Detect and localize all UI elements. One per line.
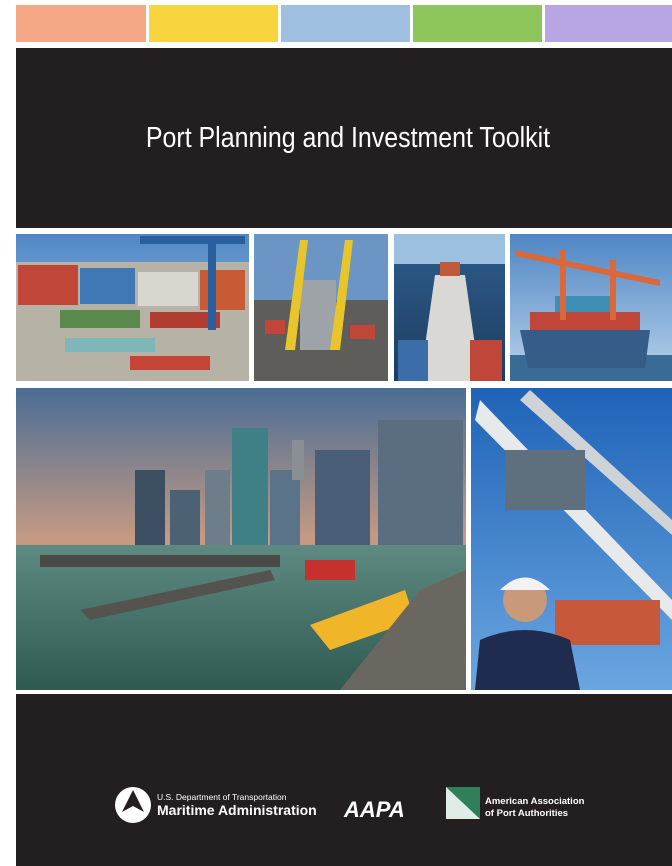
photo-container-ship (510, 234, 672, 381)
title: Port Planning and Investment Toolkit (146, 121, 551, 153)
aapa-name-line2: of Port Authorities (485, 808, 568, 819)
marad-logo: U.S. Department of Transportation Mariti… (115, 787, 317, 823)
photo-container-yard (16, 234, 249, 381)
footer-band (16, 694, 672, 866)
photo-cranes (254, 234, 388, 381)
photo-harbor-skyline (16, 388, 466, 690)
marad-department: U.S. Department of Transportation (157, 792, 287, 802)
photo-ship-deck (394, 234, 505, 381)
aapa-acronym: AAPA (343, 797, 405, 822)
color-strip (413, 5, 542, 42)
title-band (16, 48, 672, 228)
aapa-logo: AAPA American Association of Port Author… (343, 787, 585, 822)
color-strip (281, 5, 410, 42)
color-strip (545, 5, 672, 42)
color-strip (16, 5, 146, 42)
photo-crane-operator (471, 388, 672, 690)
color-strip (149, 5, 278, 42)
marad-name: Maritime Administration (157, 802, 317, 818)
aapa-name-line1: American Association (485, 796, 585, 807)
